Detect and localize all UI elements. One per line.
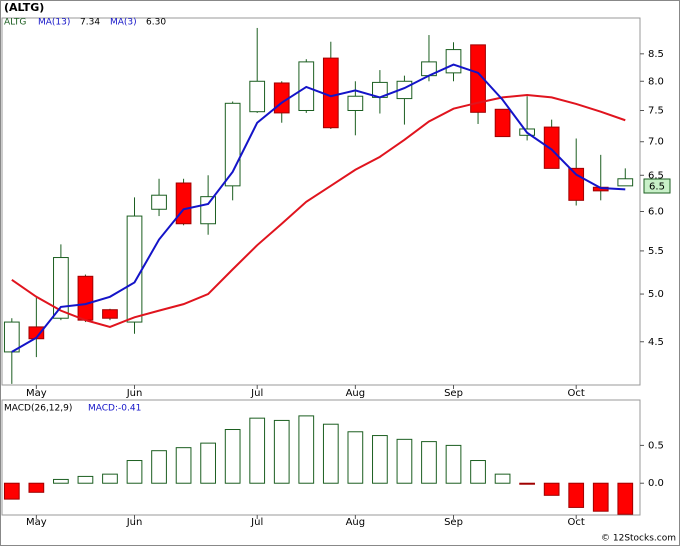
macd-bar xyxy=(298,415,315,484)
candle-body xyxy=(494,108,511,138)
y-tick-label: 8.5 xyxy=(648,49,664,60)
moving-average-line xyxy=(11,63,626,353)
macd-value: MACD:-0.41 xyxy=(88,404,141,414)
macd-bar xyxy=(200,442,216,484)
macd-bar xyxy=(470,460,486,484)
copyright: © 12Stocks.com xyxy=(601,534,676,544)
moving-average-line xyxy=(11,94,626,328)
macd-bar xyxy=(347,431,364,484)
x-tick-label: Jun xyxy=(126,388,143,399)
x-tick-label: Sep xyxy=(444,388,463,399)
candle-body xyxy=(200,196,216,225)
candle-body xyxy=(126,215,143,323)
candle-body xyxy=(347,95,364,111)
price-panel xyxy=(1,17,641,386)
candle-body xyxy=(617,178,634,187)
macd-bar xyxy=(126,460,143,484)
x-tick-label: Aug xyxy=(346,388,366,399)
y-tick-label: 7.5 xyxy=(648,105,664,116)
legend-value: 7.34 xyxy=(80,18,100,28)
candle-body xyxy=(175,182,192,225)
macd-bar xyxy=(53,478,69,484)
macd-bar xyxy=(249,417,266,484)
macd-bar xyxy=(77,475,94,484)
x-tick-label: May xyxy=(26,388,47,399)
macd-bar xyxy=(322,423,339,484)
y-tick-label: 4.5 xyxy=(648,337,664,348)
macd-bar xyxy=(519,482,535,485)
candle-body xyxy=(445,49,462,74)
price-flag xyxy=(643,178,671,194)
macd-bar xyxy=(3,482,20,500)
x-tick-label: Sep xyxy=(444,517,463,528)
candle-body xyxy=(224,102,241,187)
y-tick-label: 0.0 xyxy=(648,478,664,489)
y-tick-label: 5.0 xyxy=(648,289,664,300)
macd-bar xyxy=(273,419,290,484)
macd-bar xyxy=(421,441,437,484)
macd-bar xyxy=(28,482,45,493)
x-tick-label: May xyxy=(26,517,47,528)
macd-bar xyxy=(372,435,388,484)
macd-panel xyxy=(1,399,641,516)
x-tick-label: Oct xyxy=(568,388,585,399)
x-tick-label: Jun xyxy=(126,517,143,528)
x-tick-label: Oct xyxy=(568,517,585,528)
macd-bar xyxy=(568,482,585,508)
candle-body xyxy=(151,194,167,210)
y-tick-label: 6.5 xyxy=(648,170,664,181)
x-tick-label: Jul xyxy=(250,388,263,399)
macd-bar xyxy=(102,473,118,484)
legend-entry: MA(13) xyxy=(38,18,70,28)
y-tick-label: 7.0 xyxy=(648,137,664,148)
x-tick-label: Aug xyxy=(346,517,366,528)
y-tick-label: 8.0 xyxy=(648,76,664,87)
macd-bar xyxy=(445,444,462,484)
price-flag-label: 6.5 xyxy=(649,182,665,193)
macd-bar xyxy=(224,429,241,484)
candle-body xyxy=(543,126,560,169)
symbol-label: ALTG xyxy=(4,18,26,28)
y-tick-label: 0.5 xyxy=(648,440,664,451)
candle-body xyxy=(249,80,266,113)
candle-body xyxy=(53,257,69,319)
legend-entry: MA(3) xyxy=(110,18,137,28)
y-tick-label: 5.5 xyxy=(648,246,664,257)
candle-body xyxy=(273,82,290,114)
macd-bar xyxy=(494,473,511,484)
macd-bar xyxy=(617,482,634,515)
macd-bar xyxy=(151,450,167,484)
candle-body xyxy=(3,321,20,353)
macd-bar xyxy=(175,447,192,484)
macd-label: MACD(26,12,9) xyxy=(4,404,72,414)
legend-value: 6.30 xyxy=(146,18,166,28)
x-tick-label: Jul xyxy=(250,517,263,528)
macd-bar xyxy=(396,438,413,484)
macd-bar xyxy=(592,482,609,512)
macd-bar xyxy=(543,482,560,496)
chart-title: (ALTG) xyxy=(4,1,44,14)
candle-body xyxy=(102,309,118,319)
y-tick-label: 6.0 xyxy=(648,207,664,218)
candle-body xyxy=(470,44,486,113)
candle-body xyxy=(322,57,339,129)
candle-body xyxy=(77,275,94,321)
